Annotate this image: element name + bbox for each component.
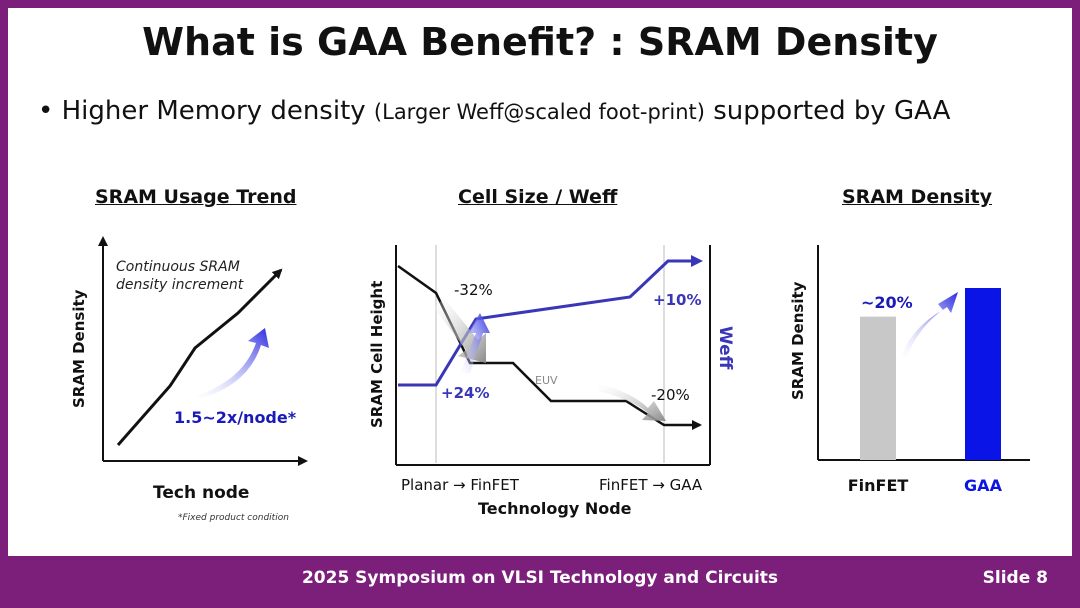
panel1-heading: SRAM Usage Trend <box>95 186 297 208</box>
panel1-rate-arrow <box>196 328 269 400</box>
panel2-label-minus20: -20% <box>651 386 690 404</box>
footer-slide-number: Slide 8 <box>982 568 1048 588</box>
slide-title: What is GAA Benefit? : SRAM Density <box>142 20 938 64</box>
diagram-canvas: SRAM Density Tech node Continuous SRAM d… <box>70 236 1030 523</box>
panel2-label-euv: EUV <box>535 374 558 387</box>
panel3-chart: SRAM Density ~20% FinFET GAA <box>789 245 1030 495</box>
panel2-label-minus32: -32% <box>454 281 493 299</box>
panel3-heading: SRAM Density <box>842 186 993 208</box>
panel1-ylabel: SRAM Density <box>70 289 88 408</box>
footer-venue: 2025 Symposium on VLSI Technology and Ci… <box>301 568 779 588</box>
panel1-xlabel: Tech node <box>153 483 249 503</box>
panel2-heading: Cell Size / Weff <box>458 186 618 208</box>
bullet-glyph: • <box>38 96 54 126</box>
panel2-xtick-right: FinFET → GAA <box>599 476 703 494</box>
panel2-weff-line <box>398 255 703 387</box>
panel2-label-plus24: +24% <box>441 384 489 402</box>
panel3-ylabel: SRAM Density <box>789 281 807 400</box>
panel1-rate-label: 1.5~2x/node* <box>174 408 297 427</box>
panel3-bar-finfet <box>860 316 896 460</box>
panel1-annotation-line1: Continuous SRAM <box>116 259 240 275</box>
panel3-gain-label: ~20% <box>861 293 913 312</box>
panel1-annotation-line2: density increment <box>116 277 244 293</box>
panel2-ylabel-left: SRAM Cell Height <box>368 281 386 428</box>
panel3-category-gaa: GAA <box>964 476 1003 495</box>
panel3-bar-gaa <box>965 288 1001 460</box>
panel2-chart: SRAM Cell Height Weff Planar → FinFET Fi… <box>368 245 735 518</box>
bullet-tail-text: supported by GAA <box>713 96 951 126</box>
panel2-shrink-arrow-2 <box>598 383 666 421</box>
bullet-parenthetical: (Larger Weff@scaled foot-print) <box>373 100 705 124</box>
panel1-trend-line <box>116 268 283 446</box>
panel2-xlabel: Technology Node <box>478 499 632 518</box>
panel2-xtick-left: Planar → FinFET <box>401 476 520 494</box>
panel2-label-plus10: +10% <box>653 291 701 309</box>
panel1-footnote: *Fixed product condition <box>178 513 289 523</box>
panel1-chart: SRAM Density Tech node Continuous SRAM d… <box>70 236 308 523</box>
panel3-category-finfet: FinFET <box>848 476 909 495</box>
panel2-weff-growth-arrow <box>460 313 490 373</box>
panel3-gain-arrow <box>900 292 958 358</box>
bullet-point: • Higher Memory density (Larger Weff@sca… <box>38 96 950 126</box>
bullet-main-text: Higher Memory density <box>61 96 366 126</box>
panel2-ylabel-right: Weff <box>715 326 735 370</box>
footer-bar: 2025 Symposium on VLSI Technology and Ci… <box>8 556 1072 600</box>
